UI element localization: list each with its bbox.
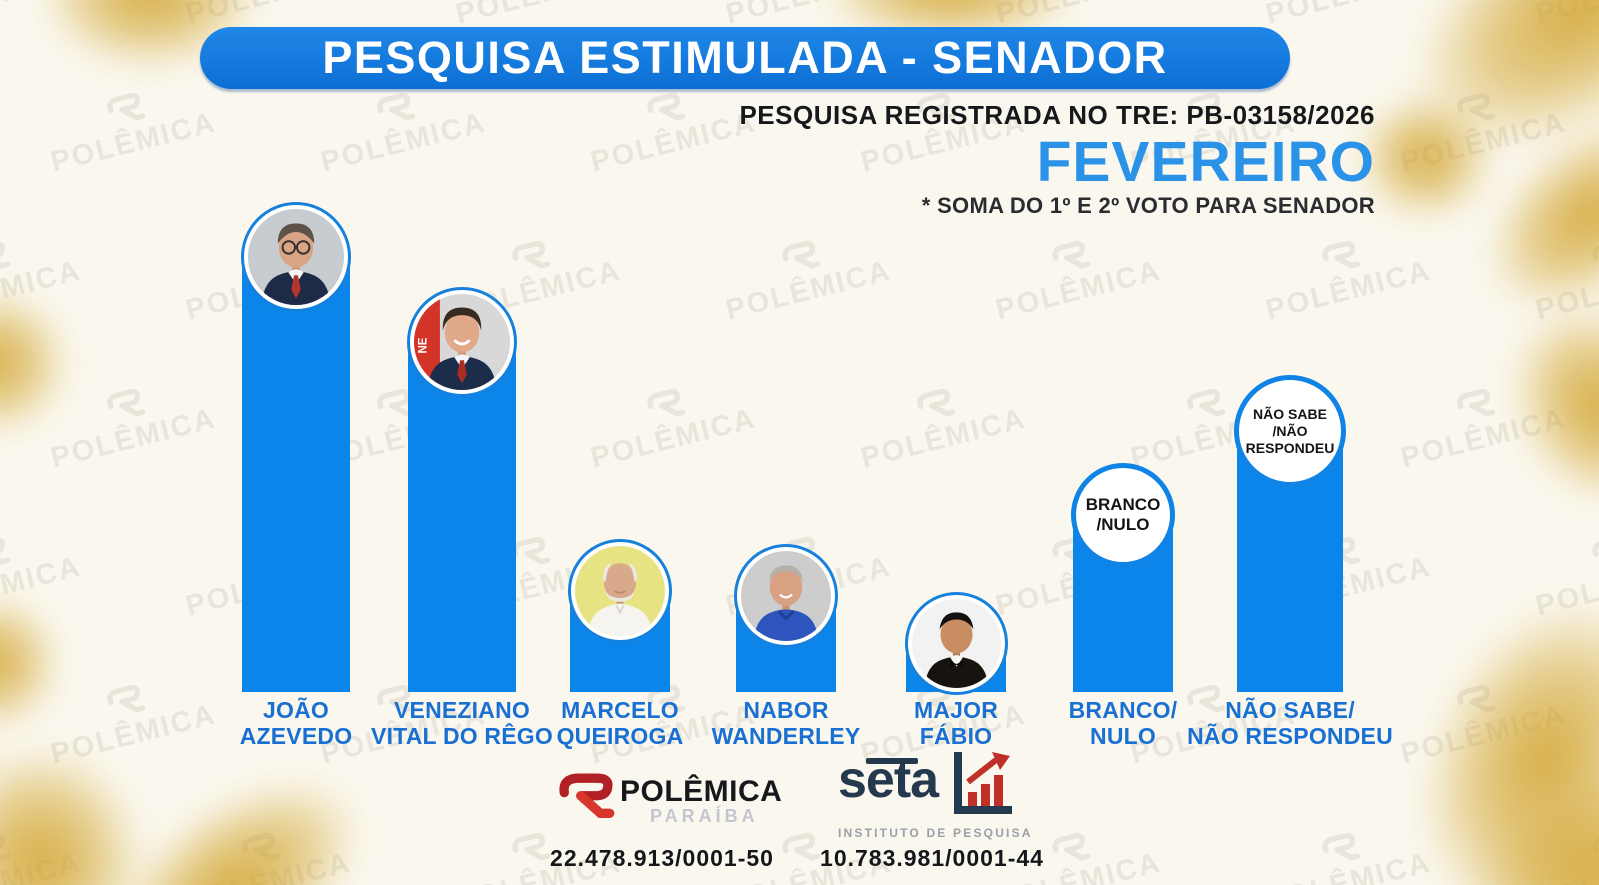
bar-column xyxy=(408,336,516,692)
polemica-logo-icon xyxy=(556,772,618,822)
polemica-watermark: POLÊMICA xyxy=(849,74,1029,180)
bar-label: NÃO SABE/ NÃO RESPONDEU xyxy=(1187,697,1393,749)
page-title: PESQUISA ESTIMULADA - SENADOR xyxy=(322,32,1168,83)
candidate-photo-joao-azevedo xyxy=(244,205,348,309)
polemica-watermark: POLÊMICA xyxy=(444,222,624,328)
polemica-watermark: POLÊMICA xyxy=(714,814,894,885)
registration-line: PESQUISA REGISTRADA NO TRE: PB-03158/202… xyxy=(739,100,1375,130)
polemica-watermark: POLÊMICA xyxy=(0,518,85,624)
title-banner: PESQUISA ESTIMULADA - SENADOR xyxy=(200,27,1290,89)
polemica-watermark: POLÊMICA xyxy=(39,666,219,772)
seta-tagline: INSTITUTO DE PESQUISA xyxy=(838,826,1033,840)
candidate-photo-nabor-wanderley xyxy=(737,547,835,645)
bar-label: MARCELO QUEIROGA xyxy=(556,697,684,749)
polemica-watermark: POLÊMICA xyxy=(1254,222,1434,328)
bar-label: NABOR WANDERLEY xyxy=(711,697,861,749)
polemica-watermark: POLÊMICA xyxy=(309,74,489,180)
polemica-watermark: POLÊMICA xyxy=(1524,518,1599,624)
bar-label: MAJOR FÁBIO xyxy=(913,697,999,749)
polemica-watermark: POLÊMICA xyxy=(849,370,1029,476)
bar-column xyxy=(242,251,350,692)
polemica-cnpj: 22.478.913/0001-50 xyxy=(550,845,774,871)
polemica-watermark: POLÊMICA xyxy=(714,222,894,328)
bar-label: VENEZIANO VITAL DO RÊGO xyxy=(371,697,553,749)
svg-text:NE: NE xyxy=(417,337,429,353)
branco-nulo-circle: BRANCO /NULO xyxy=(1071,463,1175,567)
polemica-watermark: POLÊMICA xyxy=(0,222,85,328)
polemica-watermark: POLÊMICA xyxy=(984,222,1164,328)
polemica-watermark: POLÊMICA xyxy=(1119,666,1299,772)
bar-marcelo-queiroga: MARCELO QUEIROGA xyxy=(470,0,770,885)
polemica-region: PARAÍBA xyxy=(650,806,759,826)
month-label: FEVEREIRO xyxy=(1036,130,1375,194)
gold-brush-stroke xyxy=(0,290,70,435)
footnote: * SOMA DO 1º E 2º VOTO PARA SENADOR xyxy=(921,193,1375,218)
gold-brush-stroke xyxy=(0,745,145,885)
gold-brush-stroke xyxy=(1358,95,1493,220)
bar-major-fabio: MAJOR FÁBIO xyxy=(806,0,1106,885)
bar-label: JOÃO AZEVEDO xyxy=(239,697,353,749)
bar-label: BRANCO/ NULO xyxy=(1068,697,1178,749)
seta-brand-overbar xyxy=(866,758,918,764)
gold-brush-stroke xyxy=(1473,271,1599,539)
polemica-watermark: POLÊMICA xyxy=(309,666,489,772)
bar-branco-nulo: BRANCO /NULO BRANCO/ NULO xyxy=(973,0,1273,885)
polemica-watermark: POLÊMICA xyxy=(444,814,624,885)
subheader: PESQUISA REGISTRADA NO TRE: PB-03158/202… xyxy=(739,100,1375,219)
bar-nao-sabe-nao-respondeu: NÃO SABE /NÃO RESPONDEU NÃO SABE/ NÃO RE… xyxy=(1140,0,1440,885)
polemica-watermark: POLÊMICA xyxy=(579,74,759,180)
gold-brush-stroke xyxy=(0,595,60,730)
bar-joao-azevedo: JOÃO AZEVEDO xyxy=(146,0,446,885)
polemica-watermark: POLÊMICA xyxy=(1119,370,1299,476)
polemica-watermark: POLÊMICA xyxy=(39,74,219,180)
seta-cnpj: 10.783.981/0001-44 xyxy=(820,845,1044,871)
bar-nabor-wanderley: NABOR WANDERLEY xyxy=(636,0,936,885)
polemica-watermark: POLÊMICA xyxy=(1389,370,1569,476)
candidate-photo-marcelo-queiroga xyxy=(571,542,669,640)
polemica-watermark: POLÊMICA xyxy=(579,666,759,772)
polemica-watermark: POLÊMICA xyxy=(39,370,219,476)
polemica-watermark: POLÊMICA xyxy=(579,370,759,476)
polemica-watermark: POLÊMICA xyxy=(1254,814,1434,885)
candidate-photo-major-fabio xyxy=(907,595,1005,692)
seta-chart-icon xyxy=(950,748,1016,820)
nao-sabe-circle: NÃO SABE /NÃO RESPONDEU xyxy=(1234,375,1346,487)
bar-veneziano-vital-do-rego: NE VENEZIANO VITAL DO RÊGO xyxy=(312,0,612,885)
candidate-photo-veneziano: NE xyxy=(410,290,514,394)
polemica-brand: POLÊMICA xyxy=(620,775,783,808)
polemica-watermark: POLÊMICA xyxy=(1119,74,1299,180)
polemica-watermark: POLÊMICA xyxy=(984,814,1164,885)
